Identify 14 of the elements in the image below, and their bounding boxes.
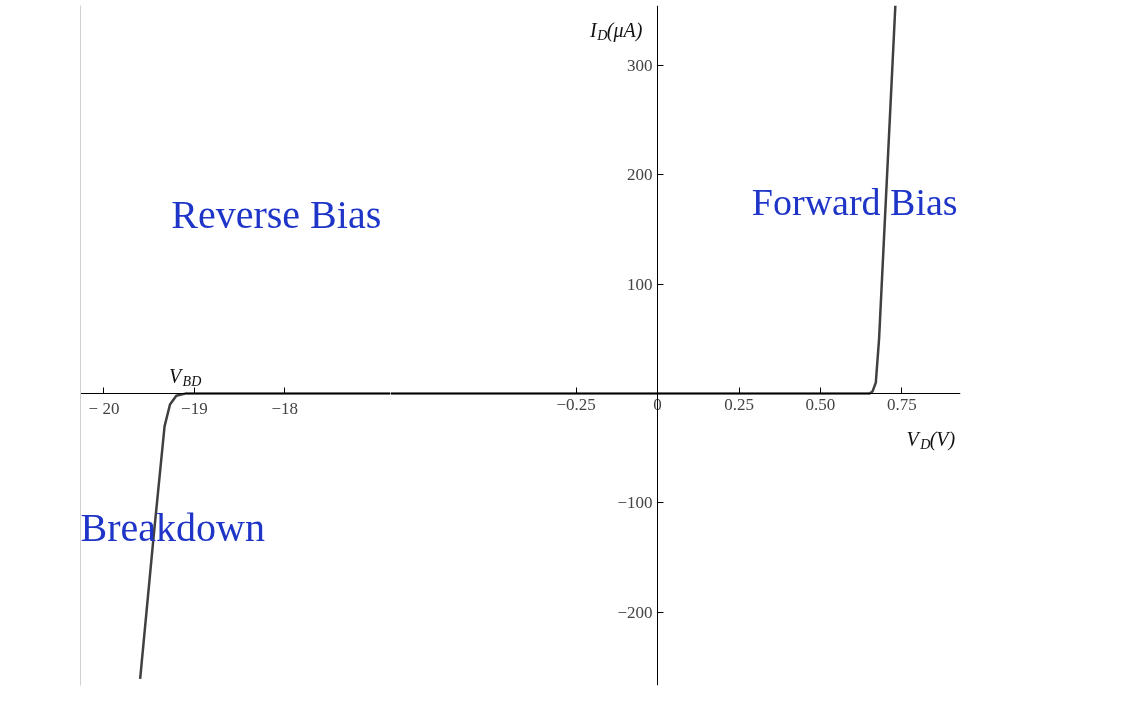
y-tick-label: 200	[627, 165, 653, 185]
x-tick-label: −19	[181, 398, 208, 418]
annotation: Forward Bias	[751, 181, 958, 224]
x-tick-label: 0.50	[805, 394, 836, 414]
x-tick-label: 0.75	[887, 394, 917, 414]
y-tick-label: 100	[627, 274, 653, 294]
x-tick-label: −0.25	[556, 394, 596, 414]
y-tick-label: 300	[627, 56, 653, 76]
x-tick-label: − 20	[88, 398, 120, 418]
x-tick-label: 0.25	[724, 394, 754, 414]
y-tick-label: −200	[617, 602, 653, 622]
x-tick-label: −18	[271, 398, 299, 418]
y-tick-label: −100	[617, 493, 653, 513]
annotation: Reverse Bias	[171, 191, 382, 237]
